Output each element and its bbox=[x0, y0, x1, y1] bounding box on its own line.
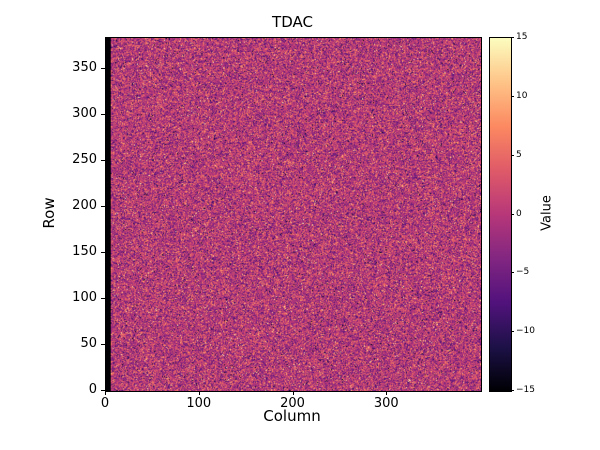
colorbar bbox=[489, 37, 512, 392]
y-tick-label: 50 bbox=[80, 336, 97, 352]
colorbar-gradient bbox=[490, 38, 511, 391]
colorbar-tick-mark bbox=[511, 331, 514, 333]
x-tick-label: 0 bbox=[100, 396, 110, 411]
colorbar-tick-mark bbox=[511, 213, 514, 215]
heatmap-canvas bbox=[106, 38, 481, 391]
y-tick-label: 150 bbox=[72, 244, 97, 260]
x-axis-label: Column bbox=[263, 407, 321, 425]
y-tick-mark bbox=[101, 298, 105, 300]
y-tick-label: 300 bbox=[72, 106, 97, 122]
y-tick-mark bbox=[101, 252, 105, 254]
colorbar-label: Value bbox=[539, 195, 555, 231]
x-tick-mark bbox=[198, 391, 200, 395]
y-tick-mark bbox=[101, 160, 105, 162]
colorbar-tick-label: −15 bbox=[516, 385, 535, 395]
colorbar-tick-mark bbox=[511, 390, 514, 391]
colorbar-tick-mark bbox=[511, 95, 514, 97]
x-tick-label: 300 bbox=[373, 396, 399, 411]
colorbar-tick-label: −5 bbox=[516, 267, 530, 278]
colorbar-tick-label: 15 bbox=[516, 32, 528, 42]
y-tick-mark bbox=[101, 344, 105, 346]
y-tick-label: 350 bbox=[72, 60, 97, 76]
y-tick-label: 250 bbox=[72, 152, 97, 168]
colorbar-tick-mark bbox=[511, 272, 514, 274]
colorbar-tick-label: −10 bbox=[516, 326, 535, 337]
y-tick-mark bbox=[101, 114, 105, 116]
x-tick-label: 200 bbox=[280, 396, 305, 411]
colorbar-tick-label: 10 bbox=[516, 90, 528, 101]
x-tick-mark bbox=[292, 391, 294, 395]
colorbar-tick-label: 5 bbox=[516, 149, 522, 160]
y-tick-label: 100 bbox=[72, 290, 97, 306]
y-tick-mark bbox=[101, 206, 105, 208]
y-tick-mark bbox=[101, 390, 105, 391]
y-tick-label: 0 bbox=[88, 382, 97, 397]
x-tick-label: 100 bbox=[186, 396, 212, 411]
colorbar-tick-mark bbox=[511, 37, 514, 38]
heatmap-plot bbox=[105, 37, 482, 392]
colorbar-tick-label: 0 bbox=[516, 208, 522, 219]
colorbar-tick-mark bbox=[511, 154, 514, 156]
y-tick-mark bbox=[101, 68, 105, 70]
y-tick-label: 200 bbox=[72, 198, 97, 214]
x-tick-mark bbox=[105, 391, 106, 395]
x-tick-mark bbox=[386, 391, 388, 395]
chart-title: TDAC bbox=[272, 13, 313, 31]
